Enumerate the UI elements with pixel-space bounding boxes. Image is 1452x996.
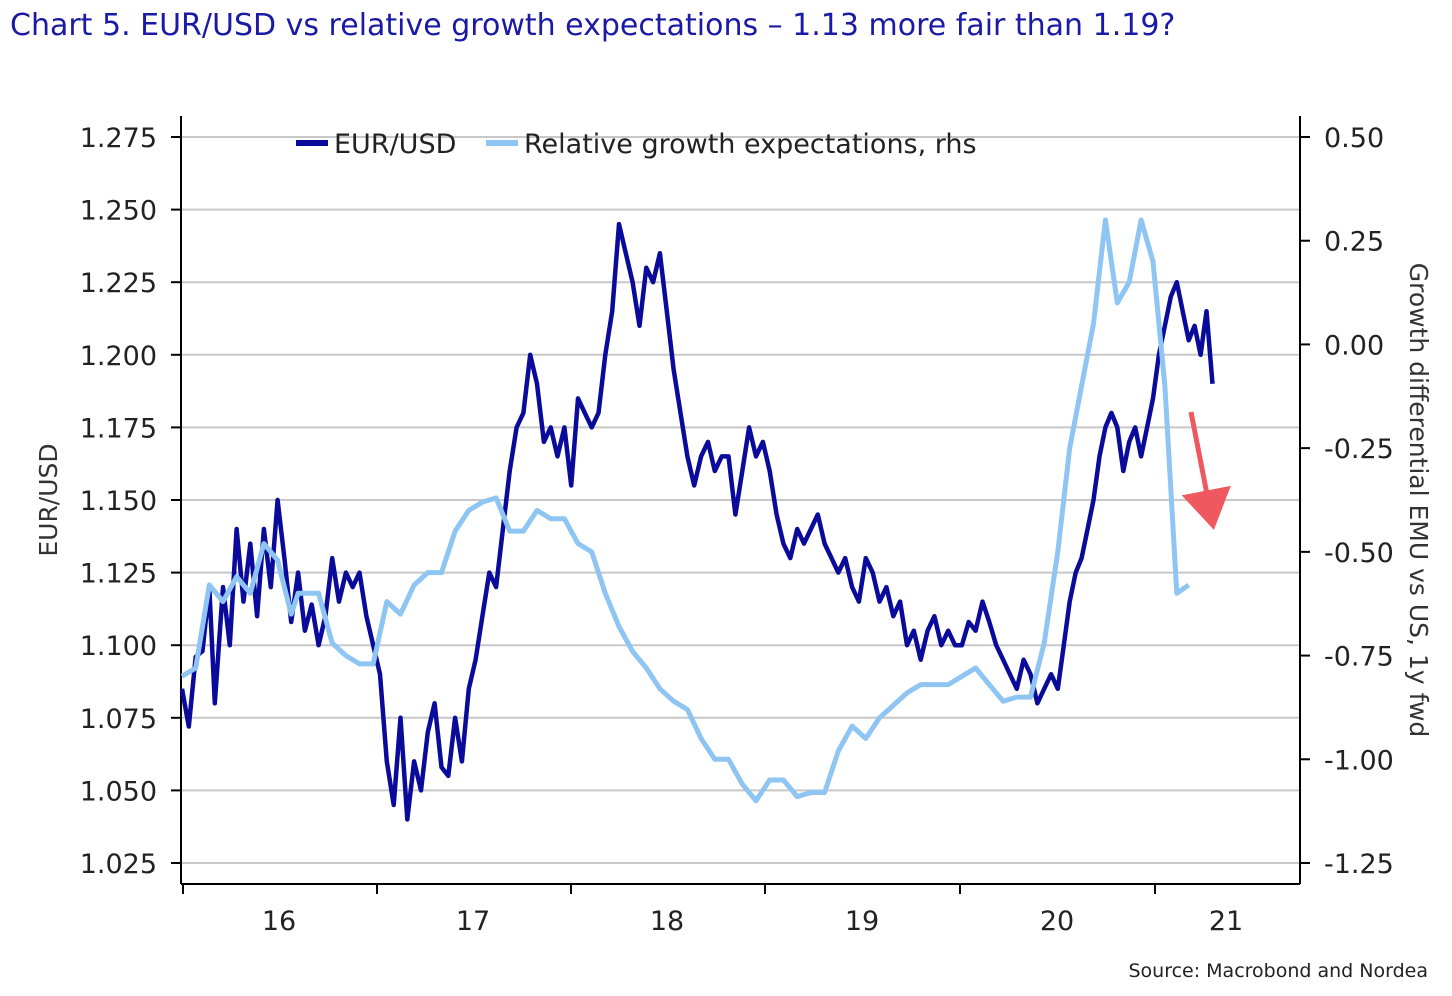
right-tick-label: 0.00 xyxy=(1324,330,1384,361)
right-tick-label: -0.50 xyxy=(1324,538,1394,569)
x-tick-label: 18 xyxy=(650,906,684,937)
x-tick-label: 21 xyxy=(1209,906,1243,937)
right-tick-label: -0.25 xyxy=(1324,434,1394,465)
axes: 1.275 1.250 1.225 1.200 1.175 1.150 1.125 1.100… xyxy=(34,116,1433,937)
legend-label-eurusd: EUR/USD xyxy=(334,129,456,160)
legend: EUR/USD Relative growth expectations, rhs xyxy=(296,129,977,160)
right-tick-label: 0.25 xyxy=(1324,227,1384,258)
left-tick-label: 1.075 xyxy=(80,704,157,735)
source-note: Source: Macrobond and Nordea xyxy=(1128,960,1428,982)
legend-label-growth: Relative growth expectations, rhs xyxy=(524,129,977,160)
x-tick-label: 20 xyxy=(1040,906,1074,937)
right-tick-label: -1.25 xyxy=(1324,849,1394,880)
right-tick-label: -1.00 xyxy=(1324,745,1394,776)
left-tick-label: 1.175 xyxy=(80,413,157,444)
left-tick-label: 1.100 xyxy=(80,631,157,662)
left-tick-label: 1.050 xyxy=(80,776,157,807)
chart-title: Chart 5. EUR/USD vs relative growth expe… xyxy=(10,8,1176,43)
right-tick-label: -0.75 xyxy=(1324,642,1394,673)
series xyxy=(179,217,1215,822)
left-tick-label: 1.125 xyxy=(80,559,157,590)
left-tick-label: 1.025 xyxy=(80,849,157,880)
left-tick-label: 1.150 xyxy=(80,486,157,517)
x-tick-label: 17 xyxy=(456,906,490,937)
gridlines xyxy=(181,136,1300,864)
left-tick-label: 1.225 xyxy=(80,268,157,299)
x-tick-label: 19 xyxy=(845,906,879,937)
eurusd-line xyxy=(179,221,1215,822)
right-axis-title: Growth differential EMU vs US, 1y fwd xyxy=(1404,263,1433,738)
x-tick-label: 16 xyxy=(262,906,296,937)
red-arrow-annotation xyxy=(1181,411,1231,530)
left-tick-label: 1.200 xyxy=(80,341,157,372)
annotations xyxy=(1181,411,1231,530)
left-tick-label: 1.275 xyxy=(80,123,157,154)
growth-expectations-line xyxy=(180,217,1191,804)
left-tick-label: 1.250 xyxy=(80,196,157,227)
left-axis-title: EUR/USD xyxy=(34,443,63,556)
right-tick-label: 0.50 xyxy=(1324,123,1384,154)
